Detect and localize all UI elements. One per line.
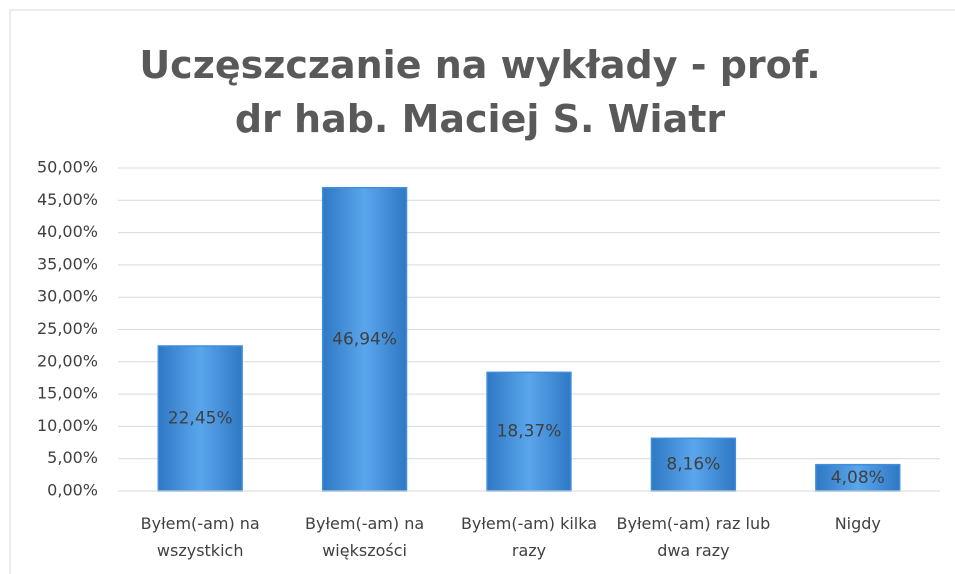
data-label: 46,94% bbox=[332, 329, 397, 349]
y-tick-label: 40,00% bbox=[37, 222, 98, 241]
y-tick-label: 35,00% bbox=[37, 254, 98, 273]
y-tick-label: 0,00% bbox=[47, 481, 98, 500]
y-tick-label: 45,00% bbox=[37, 190, 98, 209]
chart-border bbox=[9, 9, 955, 574]
chart-title: Uczęszczanie na wykłady - prof. dr hab. … bbox=[139, 43, 821, 141]
x-tick-label: Nigdy bbox=[834, 514, 881, 533]
y-tick-label: 50,00% bbox=[37, 158, 98, 177]
data-label: 22,45% bbox=[168, 408, 233, 428]
x-tick-label: Byłem(-am) na większości bbox=[305, 514, 425, 560]
y-tick-label: 5,00% bbox=[47, 448, 98, 467]
y-tick-label: 15,00% bbox=[37, 384, 98, 403]
y-tick-label: 25,00% bbox=[37, 319, 98, 338]
bar bbox=[321, 187, 408, 492]
y-tick-label: 10,00% bbox=[37, 416, 98, 435]
data-label: 8,16% bbox=[666, 455, 720, 475]
x-tick-label: Byłem(-am) na wszystkich bbox=[140, 514, 260, 560]
y-tick-label: 20,00% bbox=[37, 351, 98, 370]
bar bbox=[157, 345, 243, 492]
data-label: 18,37% bbox=[497, 422, 562, 442]
y-tick-label: 30,00% bbox=[37, 287, 98, 306]
bar bbox=[486, 371, 572, 492]
x-tick-label: Byłem(-am) raz lub dwa razy bbox=[616, 514, 771, 560]
data-label: 4,08% bbox=[831, 468, 885, 488]
x-tick-label: Byłem(-am) kilka razy bbox=[460, 514, 598, 560]
